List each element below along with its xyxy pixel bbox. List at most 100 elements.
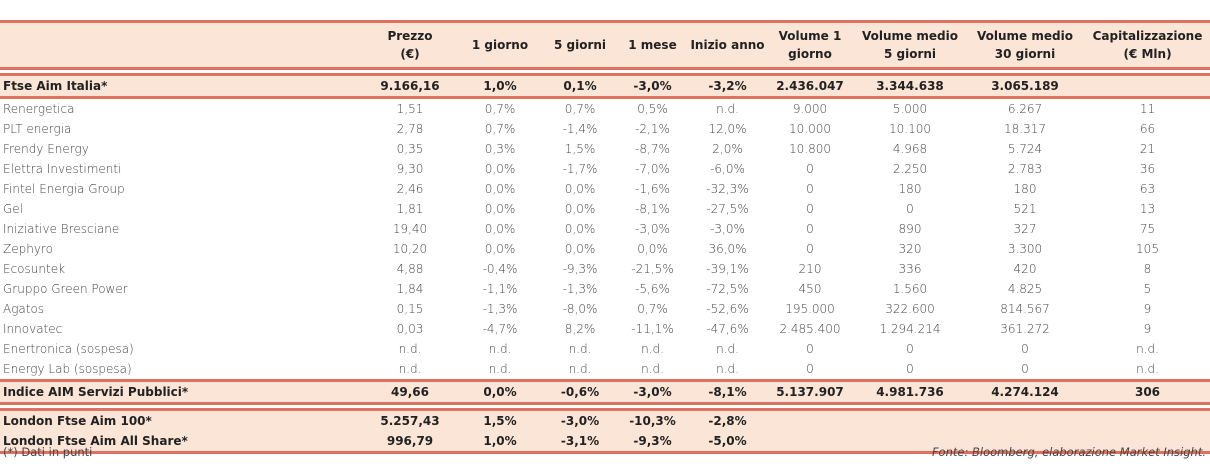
table-row: Iniziative Bresciane 19,40 0,0% 0,0% -3,0% -3… (0, 219, 1210, 239)
cell-value: 1,51 (396, 102, 424, 116)
cell-value: -0,4% (482, 262, 518, 276)
column-header: 1 giorno (455, 20, 545, 70)
row-label: London Ftse Aim All Share* (0, 431, 365, 454)
cell-value: -21,5% (631, 262, 674, 276)
cell-value: n.d. (398, 362, 422, 376)
cell-value: 9.000 (792, 102, 828, 116)
cell-value: 36 (1139, 162, 1156, 176)
cell-value: 0 (806, 362, 814, 376)
table-row: Ecosuntek 4,88 -0,4% -9,3% -21,5% -39,1% 210 33… (0, 259, 1210, 279)
table-row: Zephyro 10,20 0,0% 0,0% 0,0% 36,0% 0 320 3.300 10… (0, 239, 1210, 259)
cell-value: 9 (1143, 302, 1152, 316)
cell-value: 0,0% (564, 242, 596, 256)
column-header: Volume 1 giorno (765, 20, 855, 70)
row-label: Gruppo Green Power (3, 282, 128, 296)
cell-value: 306 (1085, 379, 1210, 405)
cell-value: 0,0% (564, 202, 596, 216)
column-header: Prezzo (€) (365, 20, 455, 70)
cell-value: 336 (898, 262, 922, 276)
cell-value: 1.560 (892, 282, 928, 296)
row-label: Innovatec (3, 322, 63, 336)
cell-value: -1,6% (635, 182, 670, 196)
cell-value: n.d. (716, 362, 739, 376)
row-label: Agatos (3, 302, 45, 316)
row-label: Fintel Energia Group (3, 182, 125, 196)
cell-value: 2,0% (712, 142, 743, 156)
cell-value: 4.825 (1007, 282, 1043, 296)
london-index-row: London Ftse Aim All Share* 996,79 1,0% -3,1… (0, 431, 1210, 454)
spacer (0, 403, 1210, 410)
cell-value: 0 (906, 342, 914, 356)
cell-value: -2,1% (635, 122, 670, 136)
cell-value: 9.166,16 (365, 73, 455, 99)
cell-value: 2,78 (396, 122, 424, 136)
cell-value (855, 431, 965, 454)
cell-value: n.d. (488, 342, 512, 356)
cell-value: 105 (1136, 242, 1159, 256)
cell-value: 361.272 (1000, 322, 1050, 336)
cell-value: 21 (1139, 142, 1156, 156)
cell-value: -3,0% (615, 73, 690, 99)
row-label: London Ftse Aim 100* (0, 408, 365, 431)
table-row: Renergetica 1,51 0,7% 0,7% 0,5% n.d. 9.000 5.00… (0, 98, 1210, 120)
cell-value: 1.294.214 (879, 322, 941, 336)
cell-value: -47,6% (706, 322, 749, 336)
table-row: PLT energia 2,78 0,7% -1,4% -2,1% 12,0% 10.000… (0, 119, 1210, 139)
cell-value: 0,0% (484, 242, 516, 256)
cell-value: 322.600 (885, 302, 935, 316)
cell-value: 1,84 (396, 282, 424, 296)
cell-value (1085, 431, 1210, 454)
cell-value: 2.436.047 (765, 73, 855, 99)
cell-value: n.d. (568, 362, 592, 376)
cell-value: 1,5% (564, 142, 596, 156)
cell-value: -8,7% (635, 142, 670, 156)
cell-value: 0 (806, 222, 814, 236)
table-row: Fintel Energia Group 2,46 0,0% 0,0% -1,6% -32… (0, 179, 1210, 199)
cell-value: n.d. (641, 342, 664, 356)
cell-value: -72,5% (706, 282, 749, 296)
cell-value: -27,5% (706, 202, 749, 216)
cell-value (965, 408, 1085, 431)
row-label: Enertronica (sospesa) (3, 342, 134, 356)
column-header: Volume medio 5 giorni (855, 20, 965, 70)
cell-value: 0,7% (564, 102, 596, 116)
cell-value: -9,3% (615, 431, 690, 454)
cell-value: -4,7% (482, 322, 518, 336)
cell-value: 2.250 (892, 162, 928, 176)
cell-value: n.d. (568, 342, 592, 356)
cell-value: 1,0% (455, 73, 545, 99)
cell-value: 5.257,43 (365, 408, 455, 431)
cell-value: n.d. (398, 342, 422, 356)
london-index-row: London Ftse Aim 100* 5.257,43 1,5% -3,0% -10… (0, 408, 1210, 431)
cell-value: 11 (1139, 102, 1156, 116)
cell-value: 0,0% (484, 222, 516, 236)
cell-value: 5.724 (1007, 142, 1043, 156)
column-header (0, 20, 365, 70)
cell-value: 3.300 (1007, 242, 1043, 256)
cell-value: -1,7% (562, 162, 598, 176)
cell-value: -1,1% (482, 282, 518, 296)
row-label: Ftse Aim Italia* (0, 73, 365, 99)
cell-value: -39,1% (706, 262, 749, 276)
cell-value: -1,3% (482, 302, 518, 316)
cell-value: 0 (906, 202, 914, 216)
cell-value: -3,2% (690, 73, 765, 99)
cell-value: -9,3% (562, 262, 598, 276)
header-row: Prezzo (€) 1 giorno 5 giorni 1 mese Inizio a… (0, 20, 1210, 70)
cell-value: -3,0% (545, 408, 615, 431)
cell-value: 13 (1139, 202, 1156, 216)
cell-value: 0,0% (455, 379, 545, 405)
cell-value: 210 (798, 262, 822, 276)
cell-value: n.d. (1136, 342, 1159, 356)
cell-value: 0,1% (545, 73, 615, 99)
cell-value: 5.137.907 (765, 379, 855, 405)
row-label: Renergetica (3, 102, 75, 116)
cell-value: 4.968 (892, 142, 928, 156)
cell-value (1085, 73, 1210, 99)
cell-value: 4.274.124 (965, 379, 1085, 405)
cell-value: 0,03 (396, 322, 424, 336)
column-header: 5 giorni (545, 20, 615, 70)
cell-value: 1,81 (396, 202, 424, 216)
row-label: Gel (3, 202, 24, 216)
cell-value: 0,7% (637, 302, 668, 316)
